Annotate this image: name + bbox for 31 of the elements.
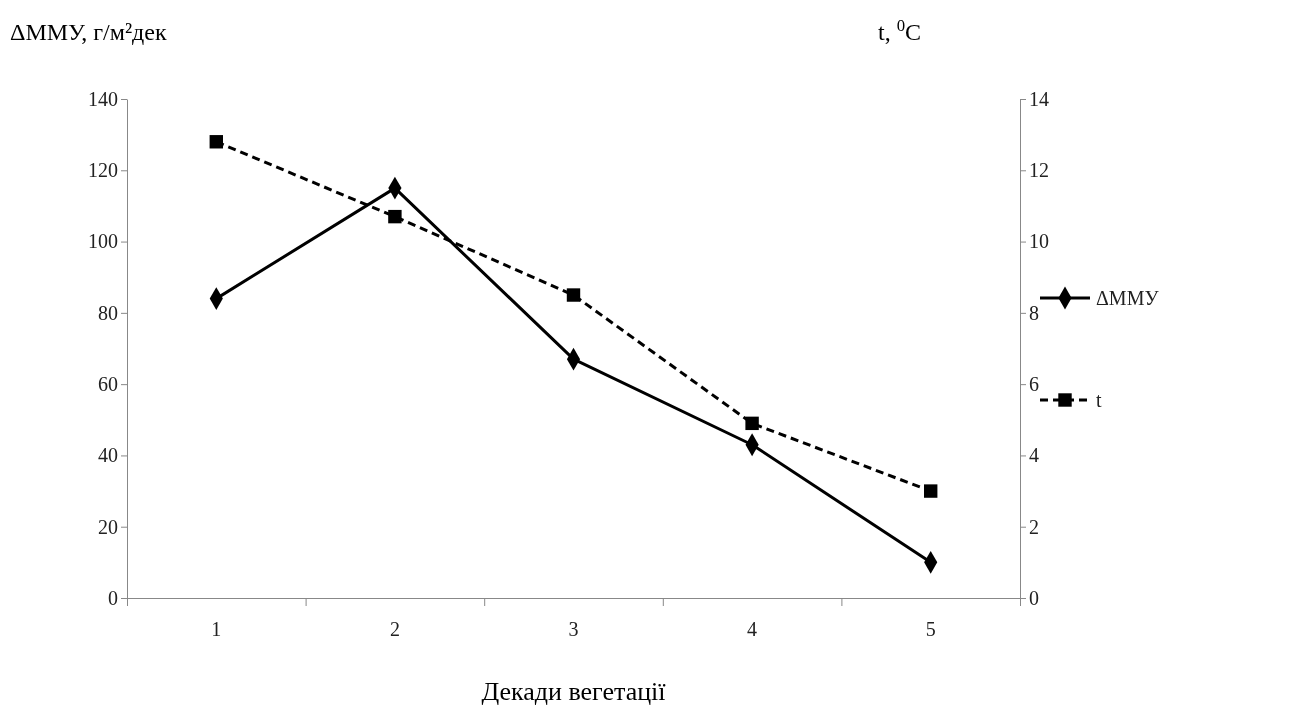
x-tick-label: 1: [211, 618, 222, 640]
y2-tick-label: 14: [1029, 87, 1049, 110]
y-tick-label: 20: [98, 515, 118, 538]
y2-tick-label: 6: [1029, 373, 1039, 396]
x-tick-label: 3: [568, 618, 579, 640]
legend-label: ΔММУ: [1096, 287, 1160, 309]
x-tick-label: 4: [747, 618, 758, 640]
y-tick-label: 40: [98, 444, 118, 467]
y-tick-label: 60: [98, 373, 118, 396]
y-axis-title: ΔММУ, г/м²дек: [10, 19, 167, 45]
point: [745, 416, 759, 431]
y-tick-label: 80: [98, 301, 118, 324]
point: [923, 484, 938, 498]
y2-tick-label: 10: [1029, 230, 1049, 253]
legend-label: t: [1096, 389, 1102, 411]
y2-tick-label: 2: [1029, 515, 1039, 538]
y2-tick-label: 12: [1029, 159, 1049, 182]
y2-tick-label: 0: [1029, 586, 1039, 609]
point: [566, 288, 581, 302]
y2-tick-label: 4: [1029, 444, 1039, 467]
x-axis-title: Декади вегетації: [481, 677, 667, 706]
y2-axis-title: t, $^{0}$C: [878, 15, 922, 45]
y-tick-label: 100: [88, 230, 118, 253]
y-tick-label: 140: [88, 87, 118, 110]
x-tick-label: 5: [925, 618, 936, 640]
point: [388, 209, 402, 224]
point: [209, 135, 224, 149]
y2-tick-label: 8: [1029, 301, 1039, 324]
y-tick-label: 120: [88, 159, 118, 182]
x-tick-label: 2: [389, 618, 400, 640]
y-tick-label: 0: [108, 586, 118, 609]
